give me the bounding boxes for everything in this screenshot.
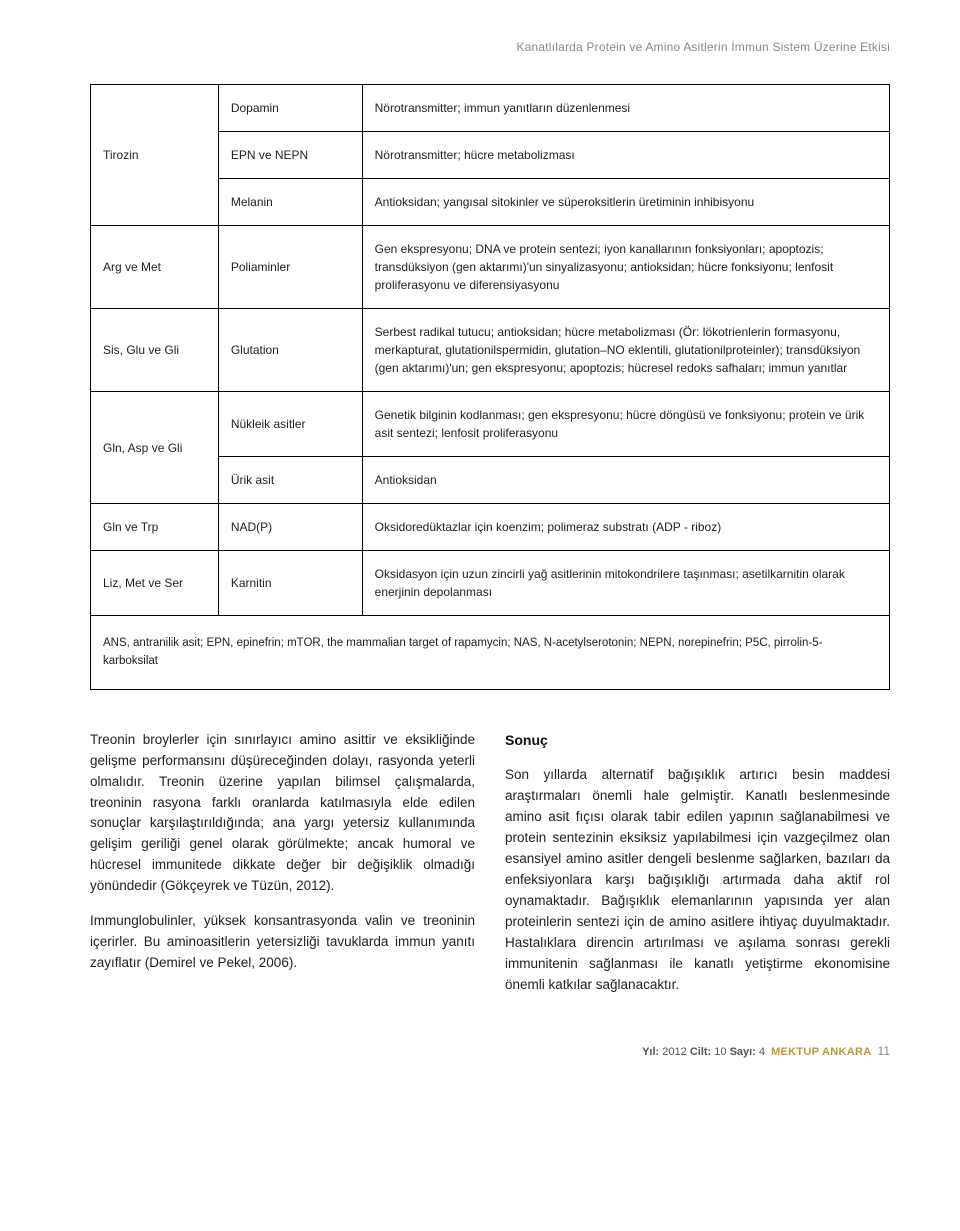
cell-function: Nörotransmitter; immun yanıtların düzenl… — [362, 85, 889, 132]
footer-cilt: 10 — [714, 1046, 726, 1058]
running-head: Kanatlılarda Protein ve Amino Asitlerin … — [90, 40, 890, 54]
cell-product: Dopamin — [218, 85, 362, 132]
cell-product: Melanin — [218, 179, 362, 226]
cell-product: Poliaminler — [218, 226, 362, 309]
table-row: Gln, Asp ve Gli Nükleik asitler Genetik … — [91, 392, 890, 457]
cell-amino: Sis, Glu ve Gli — [91, 309, 219, 392]
footer-cilt-label: Cilt: — [690, 1046, 711, 1058]
cell-product: Karnitin — [218, 551, 362, 616]
cell-product: Ürik asit — [218, 457, 362, 504]
footer-meta: Yıl: 2012 Cilt: 10 Sayı: 4 — [642, 1046, 765, 1058]
footer-yil-label: Yıl: — [642, 1046, 659, 1058]
table-row: Sis, Glu ve Gli Glutation Serbest radika… — [91, 309, 890, 392]
page-footer: Yıl: 2012 Cilt: 10 Sayı: 4 MEKTUP ANKARA… — [90, 1044, 890, 1058]
footer-brand: MEKTUP ANKARA — [771, 1046, 871, 1058]
amino-acid-table: Tirozin Dopamin Nörotransmitter; immun y… — [90, 84, 890, 690]
cell-function: Antioksidan; yangısal sitokinler ve süpe… — [362, 179, 889, 226]
section-heading: Sonuç — [505, 730, 890, 752]
page-number: 11 — [878, 1044, 890, 1058]
table-row: Tirozin Dopamin Nörotransmitter; immun y… — [91, 85, 890, 132]
cell-amino: Gln ve Trp — [91, 504, 219, 551]
table-row: Gln ve Trp NAD(P) Oksidoredüktazlar için… — [91, 504, 890, 551]
cell-amino: Liz, Met ve Ser — [91, 551, 219, 616]
body-paragraph: Treonin broylerler için sınırlayıcı amin… — [90, 730, 475, 897]
table-footnote: ANS, antranilik asit; EPN, epinefrin; mT… — [91, 616, 890, 690]
cell-function: Oksidoredüktazlar için koenzim; polimera… — [362, 504, 889, 551]
page: Kanatlılarda Protein ve Amino Asitlerin … — [0, 0, 960, 1088]
footer-sayi-label: Sayı: — [730, 1046, 756, 1058]
cell-function: Oksidasyon için uzun zincirli yağ asitle… — [362, 551, 889, 616]
table-footnote-row: ANS, antranilik asit; EPN, epinefrin; mT… — [91, 616, 890, 690]
cell-product: Nükleik asitler — [218, 392, 362, 457]
cell-function: Nörotransmitter; hücre metabolizması — [362, 132, 889, 179]
footer-yil: 2012 — [662, 1046, 686, 1058]
body-paragraph: Son yıllarda alternatif bağışıklık artır… — [505, 765, 890, 995]
cell-function: Antioksidan — [362, 457, 889, 504]
cell-function: Gen ekspresyonu; DNA ve protein sentezi;… — [362, 226, 889, 309]
cell-product: Glutation — [218, 309, 362, 392]
cell-function: Genetik bilginin kodlanması; gen ekspres… — [362, 392, 889, 457]
left-column: Treonin broylerler için sınırlayıcı amin… — [90, 730, 475, 1010]
table-row: Liz, Met ve Ser Karnitin Oksidasyon için… — [91, 551, 890, 616]
table-row: Arg ve Met Poliaminler Gen ekspresyonu; … — [91, 226, 890, 309]
cell-amino: Arg ve Met — [91, 226, 219, 309]
cell-amino: Tirozin — [91, 85, 219, 226]
body-columns: Treonin broylerler için sınırlayıcı amin… — [90, 730, 890, 1010]
cell-product: EPN ve NEPN — [218, 132, 362, 179]
cell-amino: Gln, Asp ve Gli — [91, 392, 219, 504]
cell-product: NAD(P) — [218, 504, 362, 551]
body-paragraph: Immunglobulinler, yüksek konsantrasyonda… — [90, 911, 475, 974]
right-column: Sonuç Son yıllarda alternatif bağışıklık… — [505, 730, 890, 1010]
cell-function: Serbest radikal tutucu; antioksidan; hüc… — [362, 309, 889, 392]
footer-sayi: 4 — [759, 1046, 765, 1058]
